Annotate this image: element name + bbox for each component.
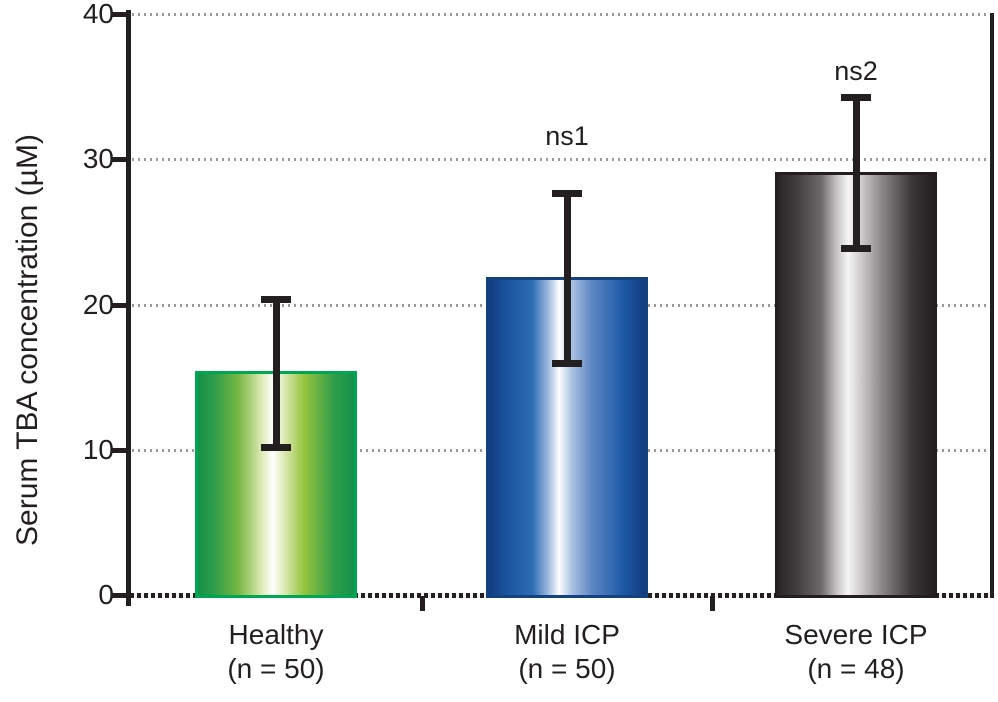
y-tick-label-30: 30 xyxy=(82,143,114,174)
y-axis-title: Serum TBA concentration (µM) xyxy=(11,134,44,546)
gridline-y40 xyxy=(132,13,990,16)
y-tick-label-0: 0 xyxy=(98,579,114,610)
category-name: Mild ICP xyxy=(514,619,620,650)
y-tick-20 xyxy=(112,303,130,308)
category-n-count: (n = 48) xyxy=(807,653,905,684)
error-bar-cap-top-mild-icp xyxy=(552,190,582,197)
y-tick-label-40: 40 xyxy=(82,0,114,29)
error-bar-cap-bottom-severe-icp xyxy=(841,245,871,252)
category-label-mild-icp: Mild ICP (n = 50) xyxy=(457,618,677,686)
y-tick-label-20: 20 xyxy=(82,289,114,320)
y-tick-40 xyxy=(112,12,130,17)
category-name: Healthy xyxy=(228,619,324,650)
y-tick-30 xyxy=(112,157,130,162)
category-n-count: (n = 50) xyxy=(227,653,325,684)
significance-label-ns1: ns1 xyxy=(545,121,589,151)
error-bar-cap-bottom-mild-icp xyxy=(552,360,582,367)
significance-label-ns2: ns2 xyxy=(834,56,878,86)
error-bar-cap-top-healthy xyxy=(261,296,291,303)
error-bar-cap-top-severe-icp xyxy=(841,94,871,101)
y-tick-10 xyxy=(112,448,130,453)
category-name: Severe ICP xyxy=(784,619,928,650)
category-label-healthy: Healthy (n = 50) xyxy=(166,618,386,686)
x-tick-separator xyxy=(710,596,715,611)
category-label-severe-icp: Severe ICP (n = 48) xyxy=(746,618,966,686)
category-n-count: (n = 50) xyxy=(518,653,616,684)
x-tick-separator xyxy=(420,596,425,611)
y-axis-line xyxy=(126,10,131,606)
error-bar-cap-bottom-healthy xyxy=(261,444,291,451)
error-bar-line-severe-icp xyxy=(853,97,860,248)
y-tick-0 xyxy=(112,593,130,598)
y-tick-label-10: 10 xyxy=(82,434,114,465)
error-bar-line-healthy xyxy=(273,299,280,447)
error-bar-line-mild-icp xyxy=(564,193,571,363)
gridline-y30 xyxy=(132,158,990,161)
plot-right-border xyxy=(990,13,994,598)
